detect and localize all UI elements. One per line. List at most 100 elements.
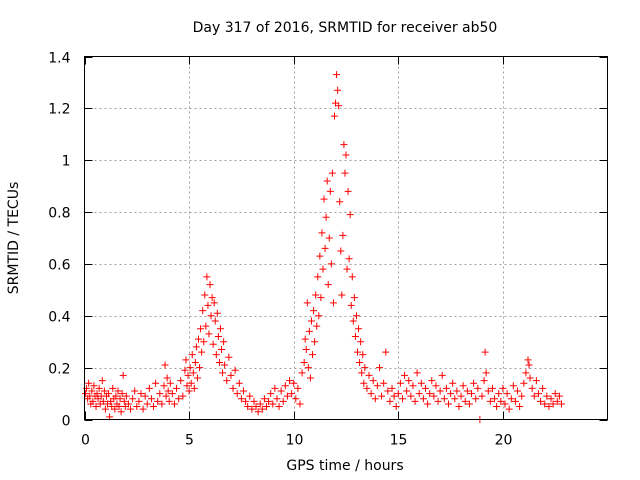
data-point xyxy=(409,382,417,390)
data-point xyxy=(511,397,519,405)
data-point xyxy=(292,395,300,403)
data-point xyxy=(330,112,338,120)
data-point xyxy=(449,379,457,387)
data-point xyxy=(505,405,513,413)
data-point xyxy=(369,377,377,385)
data-point xyxy=(323,177,331,185)
data-point xyxy=(115,403,123,411)
data-point xyxy=(197,325,205,333)
tick-labels: 0 0.2 0.4 0.6 0.8 1 1.2 1.4 0 5 10 15 20 xyxy=(48,51,512,449)
data-point xyxy=(463,387,471,395)
data-point xyxy=(220,338,228,346)
data-point xyxy=(497,397,505,405)
data-point xyxy=(411,397,419,405)
data-point xyxy=(188,351,196,359)
data-point xyxy=(367,390,375,398)
data-point xyxy=(152,379,160,387)
data-point xyxy=(455,403,463,411)
data-point xyxy=(338,291,346,299)
data-point xyxy=(298,369,306,377)
y-tick-label: 0.8 xyxy=(48,206,70,222)
data-point xyxy=(275,403,283,411)
data-point xyxy=(440,395,448,403)
data-point xyxy=(192,343,200,351)
data-point xyxy=(88,387,96,395)
data-point xyxy=(320,195,328,203)
data-point xyxy=(248,405,256,413)
data-point xyxy=(119,371,127,379)
data-point xyxy=(541,400,549,408)
data-point xyxy=(557,400,565,408)
data-point xyxy=(528,384,536,392)
data-point xyxy=(212,351,220,359)
data-point xyxy=(482,369,490,377)
data-point xyxy=(465,400,473,408)
data-point xyxy=(218,345,226,353)
data-point xyxy=(93,390,101,398)
data-point xyxy=(326,187,334,195)
data-point xyxy=(120,397,128,405)
data-point xyxy=(158,400,166,408)
data-point xyxy=(173,384,181,392)
data-point xyxy=(296,400,304,408)
data-point xyxy=(210,299,218,307)
x-tick-label: 10 xyxy=(286,433,304,449)
data-point xyxy=(199,307,207,315)
data-point xyxy=(307,317,315,325)
data-point xyxy=(384,387,392,395)
data-point xyxy=(244,403,252,411)
data-point xyxy=(356,358,364,366)
data-point xyxy=(143,400,151,408)
data-point xyxy=(202,322,210,330)
data-point xyxy=(357,338,365,346)
data-point xyxy=(100,387,108,395)
data-point xyxy=(315,312,323,320)
data-point xyxy=(341,169,349,177)
data-point xyxy=(250,397,258,405)
data-point xyxy=(139,405,147,413)
data-point xyxy=(524,356,532,364)
data-point xyxy=(190,384,198,392)
data-point xyxy=(532,377,540,385)
data-point xyxy=(111,405,119,413)
data-point xyxy=(386,397,394,405)
data-point xyxy=(219,369,227,377)
data-point xyxy=(175,395,183,403)
data-point xyxy=(92,403,100,411)
data-point xyxy=(390,392,398,400)
data-point xyxy=(327,260,335,268)
data-point xyxy=(451,395,459,403)
data-point xyxy=(520,379,528,387)
data-point xyxy=(156,390,164,398)
data-point xyxy=(365,371,373,379)
data-point xyxy=(99,397,107,405)
data-point xyxy=(163,374,171,382)
data-point xyxy=(209,340,217,348)
data-point xyxy=(215,358,223,366)
data-point xyxy=(237,395,245,403)
data-point xyxy=(525,361,533,369)
data-point xyxy=(337,247,345,255)
data-point xyxy=(181,366,189,374)
data-point xyxy=(430,392,438,400)
data-point xyxy=(499,384,507,392)
data-point xyxy=(516,403,524,411)
data-point xyxy=(378,392,386,400)
data-point xyxy=(442,384,450,392)
data-point xyxy=(472,395,480,403)
data-point xyxy=(363,384,371,392)
data-point xyxy=(514,387,522,395)
data-point xyxy=(396,379,404,387)
data-point xyxy=(359,351,367,359)
data-point xyxy=(145,384,153,392)
data-point xyxy=(495,390,503,398)
data-point xyxy=(328,169,336,177)
data-point xyxy=(207,312,215,320)
data-point xyxy=(85,379,93,387)
data-point xyxy=(543,392,551,400)
data-point xyxy=(349,317,357,325)
data-point xyxy=(135,397,143,405)
data-point xyxy=(421,384,429,392)
data-point xyxy=(470,379,478,387)
data-point xyxy=(346,211,354,219)
